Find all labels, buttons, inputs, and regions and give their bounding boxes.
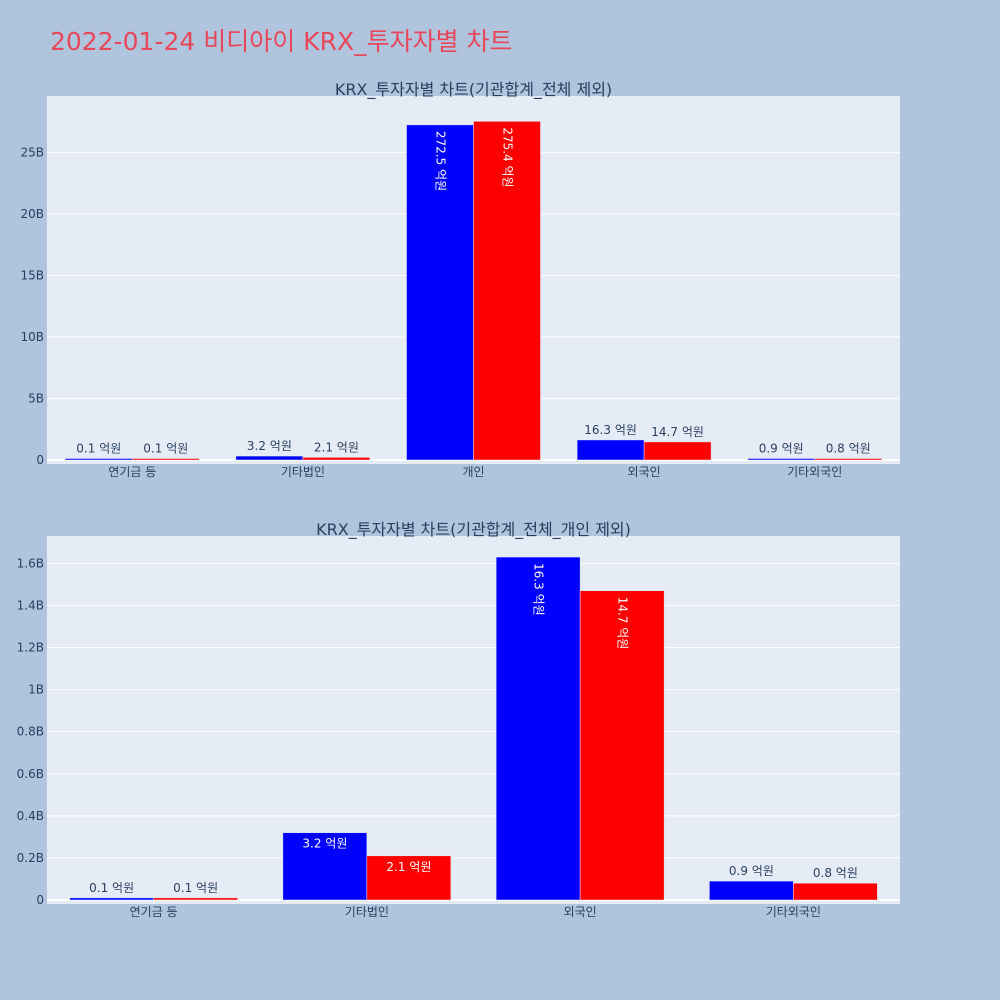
bar <box>709 880 794 901</box>
y-tick-label: 0.4B <box>17 809 44 823</box>
chart-title: KRX_투자자별 차트(기관합계_전체_개인 제외) <box>316 520 631 540</box>
bar <box>282 832 368 901</box>
bar-label: 0.9 억원 <box>759 442 804 456</box>
bar <box>576 439 645 461</box>
y-tick-label: 10B <box>20 330 44 344</box>
x-tick-label: 기타법인 <box>345 905 389 919</box>
bar-label: 0.8 억원 <box>813 866 858 880</box>
y-tick-label: 1.4B <box>17 598 44 612</box>
y-tick-label: 0.2B <box>17 851 44 865</box>
chart-investor-all: KRX_투자자별 차트(기관합계_전체 제외) 0 5B 10B 15B 20B 25B 연기… <box>20 80 900 479</box>
y-tick-label: 1.2B <box>17 641 44 655</box>
bar <box>747 458 815 461</box>
bar <box>643 441 712 461</box>
x-tick-label: 기타외국인 <box>787 465 842 479</box>
x-tick-label: 개인 <box>462 465 484 479</box>
bar <box>473 121 541 461</box>
bar-label: 0.1 억원 <box>76 442 121 456</box>
y-tick-label: 0.6B <box>17 767 44 781</box>
bar <box>302 457 371 461</box>
x-tick-label: 연기금 등 <box>108 465 156 479</box>
chart-title: KRX_투자자별 차트(기관합계_전체 제외) <box>335 80 612 100</box>
x-tick-label: 외국인 <box>628 465 661 479</box>
bar <box>366 855 452 901</box>
bar <box>579 590 665 901</box>
y-tick-label: 20B <box>20 207 44 221</box>
bar-label: 2.1 억원 <box>314 440 359 454</box>
bar-label: 0.1 억원 <box>89 881 134 895</box>
x-tick-label: 기타외국인 <box>766 905 821 919</box>
bar <box>65 458 133 461</box>
page-title: 2022-01-24 비디아이 KRX_투자자별 차트 <box>50 27 513 56</box>
bar <box>235 455 304 461</box>
y-tick-label: 0 <box>36 453 44 467</box>
x-tick-label: 외국인 <box>564 905 597 919</box>
bar-label: 0.1 억원 <box>143 442 188 456</box>
bar-label: 14.7 억원 <box>616 597 630 650</box>
bar-label: 16.3 억원 <box>532 563 546 616</box>
y-tick-label: 1B <box>28 683 44 697</box>
bar-label: 3.2 억원 <box>247 439 292 453</box>
plot-area <box>47 536 900 904</box>
bar-label: 3.2 억원 <box>302 837 347 851</box>
bar-label: 272.5 억원 <box>434 131 448 191</box>
bar-label: 14.7 억원 <box>651 425 704 439</box>
y-tick-label: 5B <box>28 392 44 406</box>
bar-label: 0.9 억원 <box>729 864 774 878</box>
bar <box>69 897 154 901</box>
bar-label: 275.4 억원 <box>501 127 515 187</box>
bar-label: 0.8 억원 <box>826 442 871 456</box>
bar-label: 16.3 억원 <box>584 423 637 437</box>
bar <box>153 897 238 901</box>
x-tick-label: 기타법인 <box>281 465 325 479</box>
y-tick-label: 25B <box>20 146 44 160</box>
y-tick-label: 0 <box>36 893 44 907</box>
bar-label: 2.1 억원 <box>386 860 431 874</box>
bar <box>814 458 882 461</box>
y-tick-label: 15B <box>20 269 44 283</box>
bar-label: 0.1 억원 <box>173 881 218 895</box>
y-tick-label: 0.8B <box>17 725 44 739</box>
bar <box>132 458 200 461</box>
y-tick-label: 1.6B <box>17 556 44 570</box>
bar <box>793 882 878 901</box>
chart-investor-excl-individual: KRX_투자자별 차트(기관합계_전체_개인 제외) 0 0.2B 0.4B 0.6B 0… <box>17 520 900 919</box>
x-tick-label: 연기금 등 <box>130 905 178 919</box>
